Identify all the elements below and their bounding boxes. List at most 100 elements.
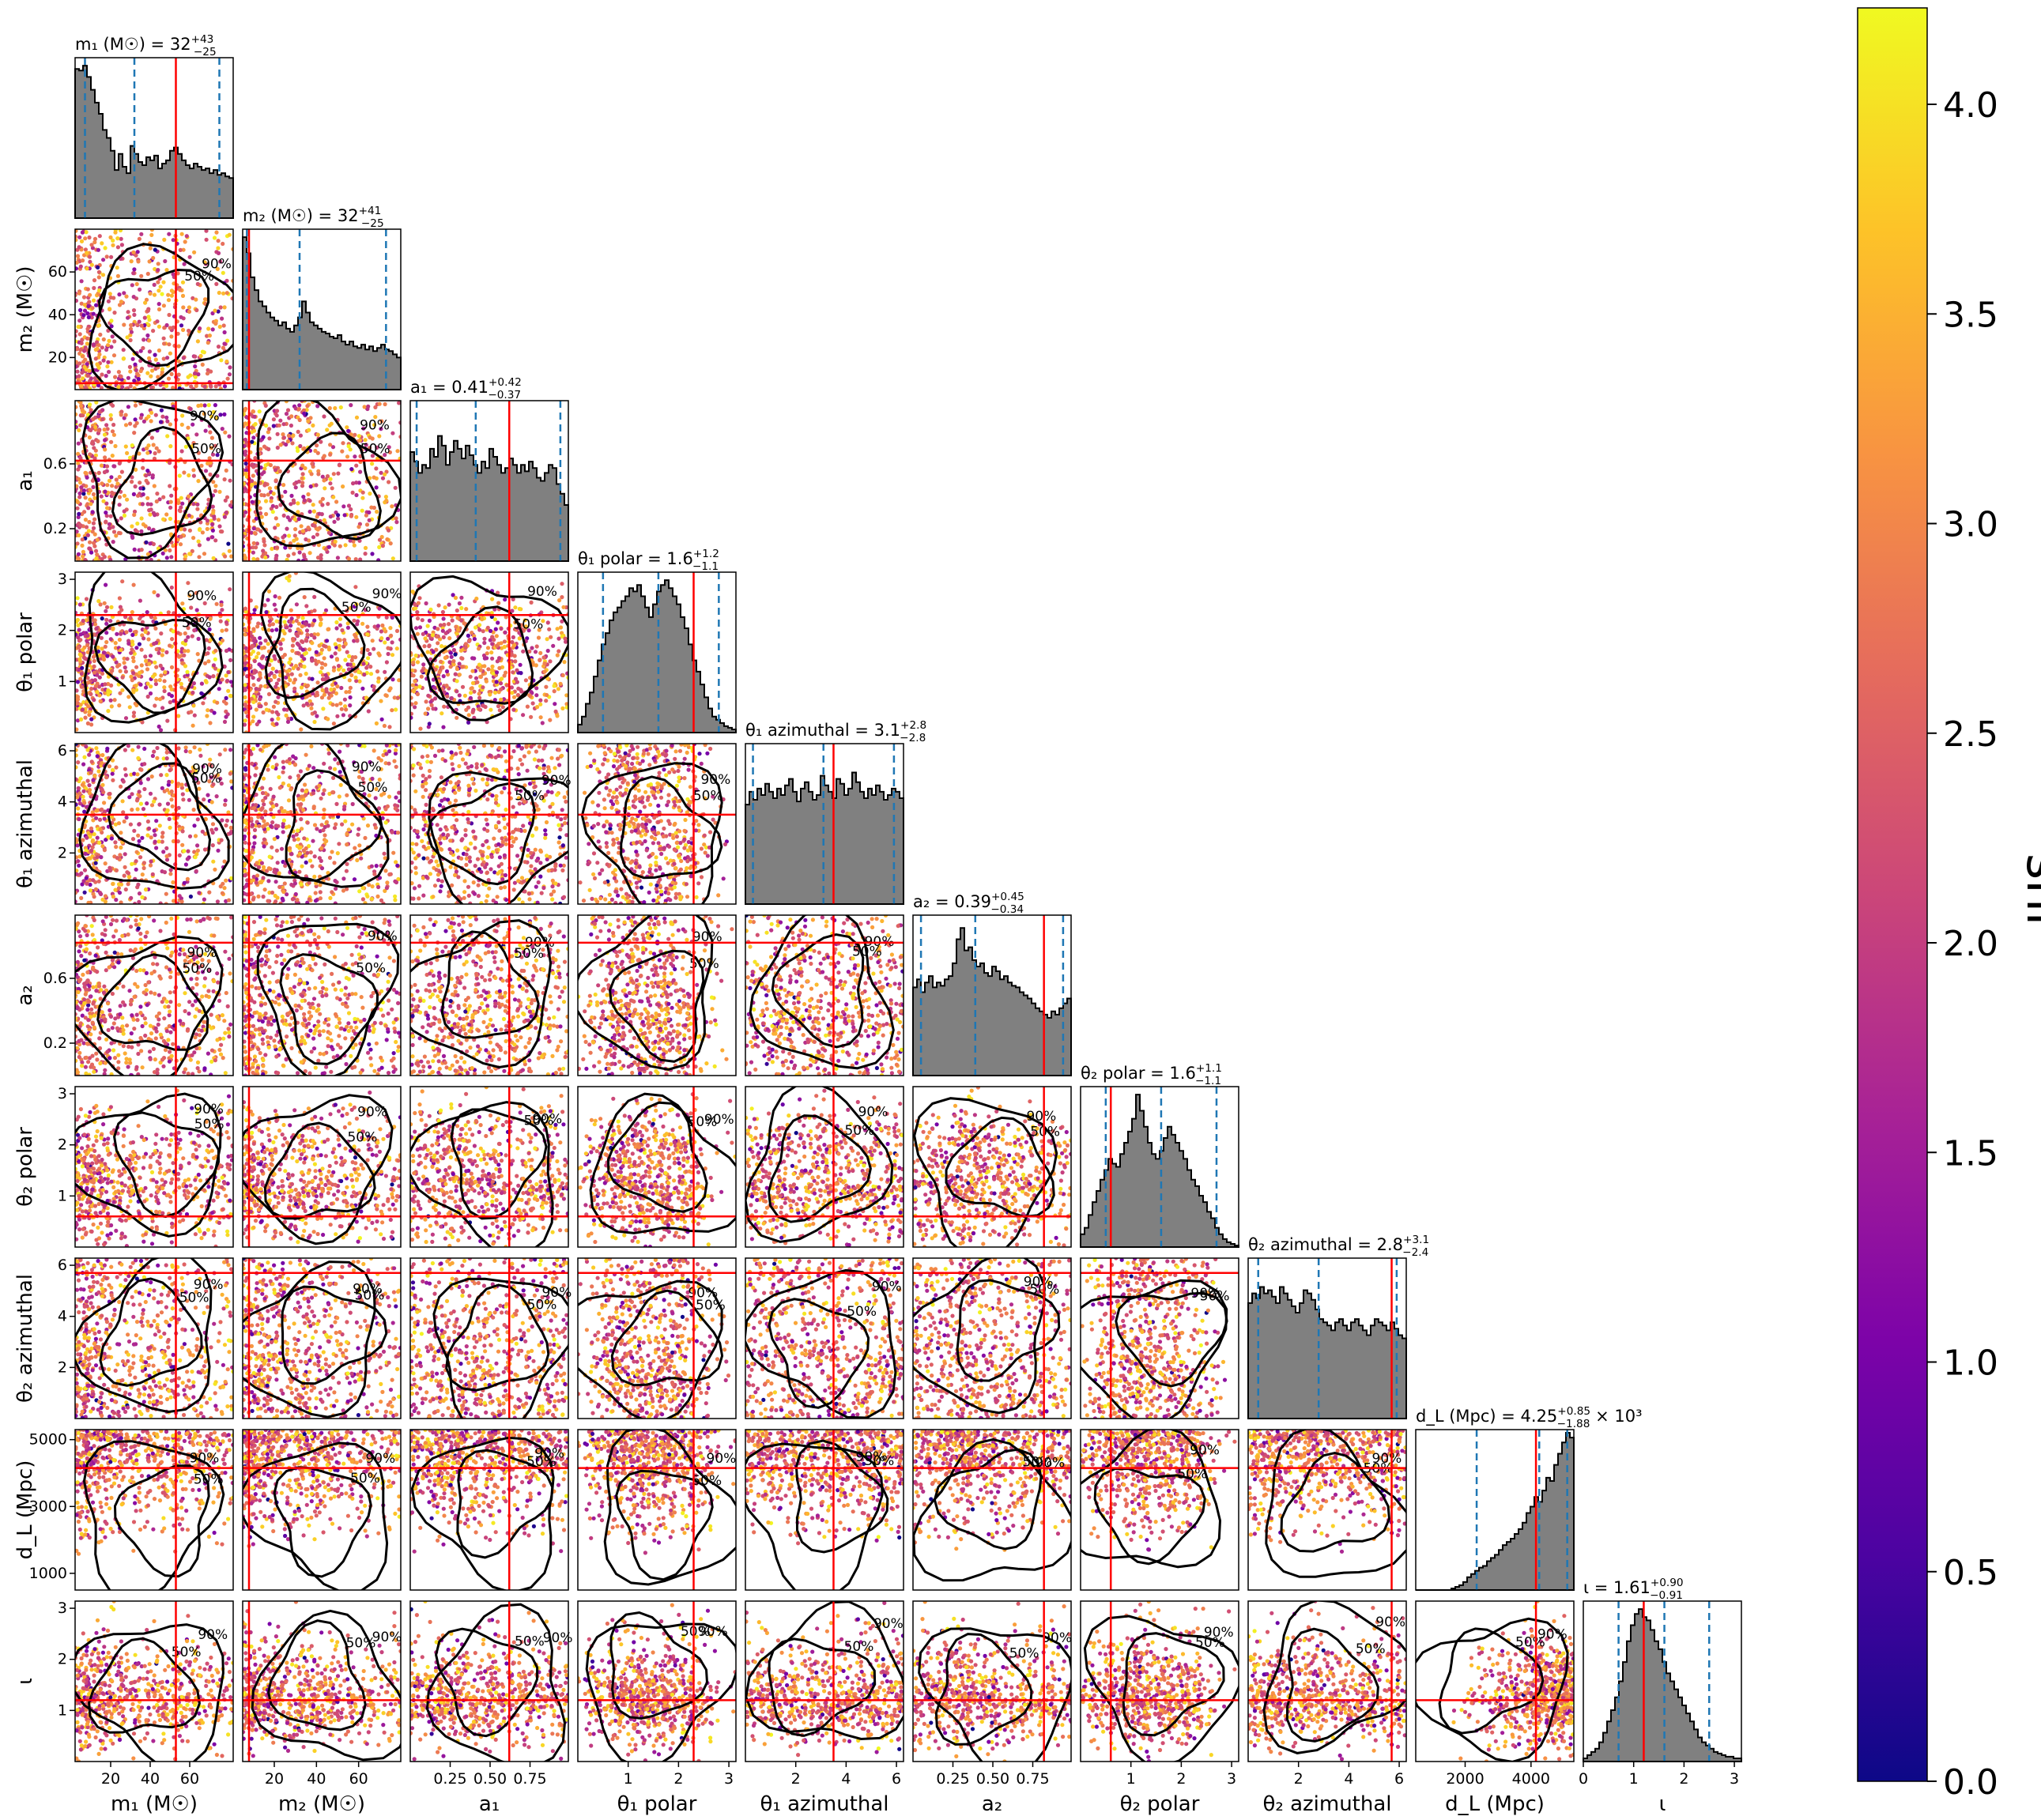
scatter-point: [202, 661, 208, 665]
scatter-point: [375, 624, 380, 628]
scatter-point: [152, 292, 157, 297]
scatter-point: [121, 348, 126, 352]
scatter-point: [149, 803, 155, 808]
scatter-point: [480, 617, 485, 622]
scatter-point: [327, 855, 333, 860]
scatter-point: [78, 676, 83, 681]
panel-frame: [242, 400, 402, 562]
scatter-point: [103, 246, 108, 251]
scatter-point: [330, 683, 335, 688]
scatter-point: [118, 853, 123, 857]
scatter-point: [106, 709, 111, 714]
scatter-point: [284, 412, 289, 416]
scatter-point: [326, 544, 331, 549]
y-tick-label: 20: [48, 349, 67, 366]
scatter-point: [534, 644, 539, 649]
scatter-point: [90, 246, 95, 251]
scatter-point: [180, 661, 185, 665]
scatter-point: [357, 525, 361, 529]
scatter-point: [301, 408, 307, 413]
scatter-point: [85, 475, 89, 480]
scatter-point: [75, 610, 78, 615]
scatter-point: [179, 496, 183, 500]
scatter-point: [157, 839, 161, 844]
scatter-point: [124, 630, 129, 635]
scatter-point: [549, 635, 553, 639]
scatter-point: [258, 635, 262, 640]
scatter-point: [81, 354, 85, 359]
scatter-point: [383, 820, 388, 825]
scatter-point: [278, 642, 283, 646]
scatter-point: [319, 665, 324, 670]
scatter-point: [249, 816, 254, 821]
contour-90%: [83, 572, 224, 724]
scatter-point: [78, 455, 83, 461]
scatter-point: [453, 595, 458, 601]
scatter-point: [100, 616, 104, 621]
scatter-point: [413, 606, 418, 611]
scatter-point: [183, 862, 188, 867]
scatter-point: [309, 706, 314, 710]
scatter-point: [390, 615, 394, 620]
scatter-point: [180, 640, 185, 646]
scatter-point: [102, 848, 107, 853]
scatter-point: [277, 469, 282, 474]
scatter-point: [82, 868, 88, 872]
scatter-point: [397, 401, 401, 405]
scatter-point: [308, 484, 313, 489]
scatter-point: [275, 445, 280, 450]
scatter-point: [103, 899, 108, 904]
scatter-point: [455, 627, 461, 632]
scatter-point: [413, 705, 417, 710]
scatter-point: [250, 479, 255, 484]
scatter-point: [216, 309, 221, 314]
scatter-point: [266, 492, 270, 497]
scatter-point: [379, 699, 383, 703]
scatter-point: [346, 556, 352, 561]
scatter-point: [94, 746, 99, 751]
scatter-point: [453, 672, 458, 676]
scatter-point: [316, 543, 321, 548]
scatter-point: [394, 707, 398, 712]
scatter-point: [103, 447, 108, 452]
scatter-point: [308, 416, 313, 420]
scatter-point: [434, 647, 439, 652]
scatter-point: [177, 386, 182, 390]
scatter-point: [443, 631, 448, 635]
scatter-point: [167, 342, 172, 347]
scatter-point: [228, 658, 233, 663]
scatter-point: [376, 558, 381, 561]
scatter-point: [368, 651, 372, 657]
scatter-point: [383, 640, 387, 645]
scatter-point: [262, 684, 268, 689]
scatter-point: [114, 898, 119, 902]
scatter-point: [84, 230, 89, 235]
scatter-point: [223, 798, 228, 803]
scatter-point: [196, 372, 201, 377]
scatter-point: [535, 705, 540, 710]
scatter-point: [117, 637, 122, 642]
scatter-point: [198, 520, 203, 525]
scatter-point: [415, 610, 420, 615]
scatter-point: [144, 540, 149, 544]
scatter-point: [220, 677, 224, 682]
scatter-point: [390, 640, 394, 645]
scatter-point: [281, 830, 285, 835]
scatter-point: [534, 663, 538, 668]
scatter-point: [296, 479, 301, 484]
scatter-point: [286, 798, 292, 803]
scatter-point: [210, 535, 215, 540]
scatter-point: [157, 302, 161, 307]
scatter-point: [488, 692, 492, 697]
scatter-point: [213, 538, 218, 543]
scatter-point: [206, 537, 210, 541]
scatter-point: [152, 590, 157, 595]
scatter-point: [379, 863, 383, 868]
scatter-point: [194, 869, 198, 873]
scatter-point: [341, 504, 346, 509]
scatter-point: [97, 693, 102, 698]
scatter-point: [79, 871, 84, 876]
scatter-point: [202, 601, 207, 606]
scatter-points: [75, 401, 233, 561]
scatter-point: [496, 590, 500, 595]
